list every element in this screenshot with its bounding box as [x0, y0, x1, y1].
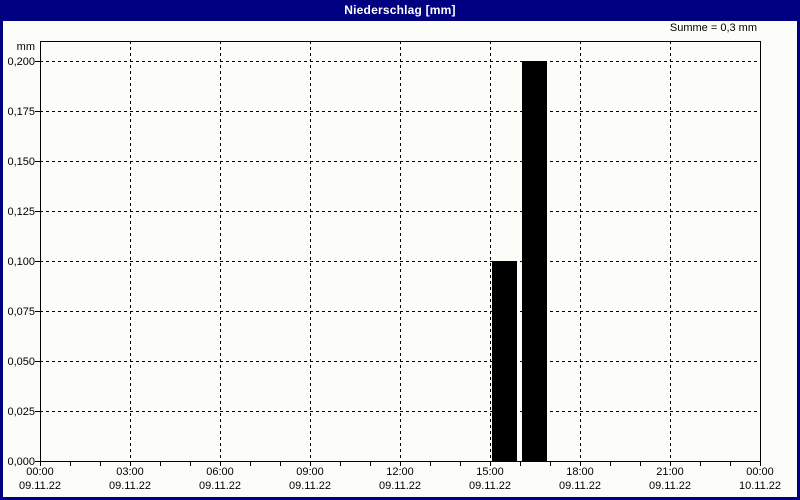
x-axis-time-label: 12:00	[386, 466, 414, 478]
x-axis-time-label: 00:00	[26, 466, 54, 478]
x-axis-time-label: 21:00	[656, 466, 684, 478]
y-axis-label: 0,125	[7, 206, 35, 218]
x-axis-time-label: 09:00	[296, 466, 324, 478]
x-axis-date-label: 09.11.22	[19, 480, 61, 492]
window-border-left	[0, 21, 3, 500]
x-axis-date-label: 10.11.22	[739, 480, 781, 492]
precipitation-bar	[492, 261, 517, 461]
x-axis-time-label: 03:00	[116, 466, 144, 478]
x-axis-date-label: 09.11.22	[289, 480, 331, 492]
chart-title: Niederschlag [mm]	[344, 3, 456, 17]
x-axis-date-label: 09.11.22	[109, 480, 151, 492]
y-axis-label: 0,050	[7, 356, 35, 368]
y-axis-label: 0,025	[7, 406, 35, 418]
sum-label: Summe = 0,3 mm	[669, 22, 757, 34]
y-axis-label: 0,200	[7, 56, 35, 68]
y-axis-label: 0,000	[7, 456, 35, 468]
y-axis-label: 0,075	[7, 306, 35, 318]
y-axis-label: 0,150	[7, 156, 35, 168]
x-axis-date-label: 09.11.22	[379, 480, 421, 492]
window-border-bottom	[0, 497, 800, 500]
x-axis-date-label: 09.11.22	[559, 480, 601, 492]
x-axis-time-label: 18:00	[566, 466, 594, 478]
y-axis-unit-label: mm	[17, 41, 35, 53]
x-axis-time-label: 15:00	[476, 466, 504, 478]
x-axis-time-label: 00:00	[746, 466, 774, 478]
precipitation-bar	[522, 61, 547, 461]
x-axis-time-label: 06:00	[206, 466, 234, 478]
x-axis-date-label: 09.11.22	[649, 480, 691, 492]
window-border-right	[797, 21, 800, 500]
chart-title-bar: Niederschlag [mm]	[0, 0, 800, 21]
y-axis-label: 0,100	[7, 256, 35, 268]
x-axis-date-label: 09.11.22	[199, 480, 241, 492]
y-axis-label: 0,175	[7, 106, 35, 118]
x-axis-date-label: 09.11.22	[469, 480, 511, 492]
